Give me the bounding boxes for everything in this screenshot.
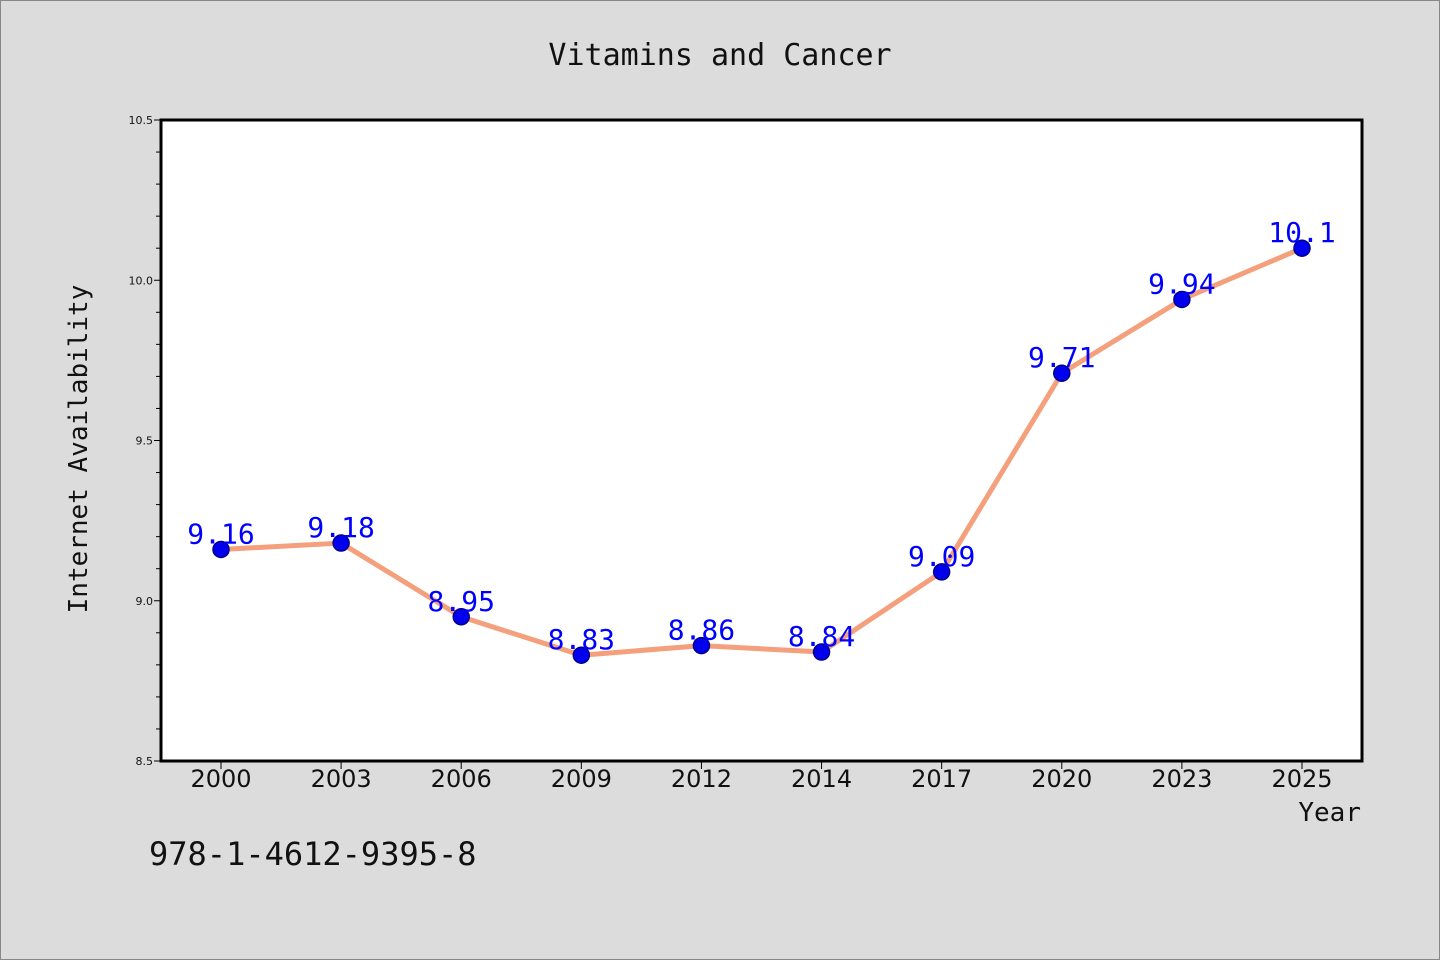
data-label: 10.1 [1268, 216, 1335, 249]
x-axis-label: Year [1298, 798, 1361, 828]
series-line-group: 9.16 9.18 8.95 8.83 8.86 8.84 9.09 9.71 9.94 10.1 [187, 216, 1336, 664]
y-tick-label: 10.5 [129, 114, 154, 127]
y-axis-label: Internet Availability [64, 285, 94, 614]
data-point [812, 643, 831, 661]
data-point [572, 646, 591, 664]
x-tick-label: 2017 [911, 765, 972, 793]
data-label: 9.09 [908, 540, 975, 573]
data-label: 9.94 [1148, 267, 1215, 300]
x-tick-label: 2025 [1271, 765, 1332, 793]
data-point [332, 534, 350, 552]
data-label: 8.84 [788, 620, 855, 653]
x-tick-label: 2006 [431, 765, 492, 793]
plot-area [159, 118, 1364, 763]
x-tick-label: 2003 [311, 765, 372, 793]
x-tick-label: 2000 [190, 765, 251, 793]
data-label: 9.16 [187, 517, 254, 550]
x-tick-label: 2023 [1151, 765, 1212, 793]
x-tick-label: 2020 [1031, 765, 1092, 793]
data-label: 9.18 [307, 511, 374, 544]
data-label: 8.83 [548, 623, 615, 656]
isbn-label: 978-1-4612-9395-8 [149, 835, 477, 873]
chart-title: Vitamins and Cancer [548, 38, 891, 73]
y-axis: 8.5 9.0 9.5 10.0 10.5 [129, 114, 161, 768]
data-point [212, 540, 230, 559]
y-tick-label: 10.0 [129, 274, 154, 287]
x-tick-label: 2012 [671, 765, 732, 793]
data-point [1173, 290, 1191, 309]
data-point [1293, 239, 1311, 257]
data-point [932, 563, 951, 581]
data-label: 9.71 [1028, 341, 1095, 374]
data-point [692, 636, 711, 655]
y-tick-label: 9.5 [136, 435, 154, 448]
x-axis: 2000 2003 2006 2009 2012 2014 2017 2020 2023 2025 [190, 761, 1333, 793]
data-label: 8.86 [668, 614, 735, 647]
data-point [452, 608, 470, 626]
x-tick-label: 2014 [791, 765, 852, 793]
series-line [220, 245, 1303, 658]
y-tick-label: 8.5 [136, 755, 154, 768]
data-point [1053, 364, 1071, 382]
data-label: 8.95 [428, 585, 495, 618]
y-tick-label: 9.0 [136, 595, 154, 608]
x-tick-label: 2009 [551, 765, 612, 793]
